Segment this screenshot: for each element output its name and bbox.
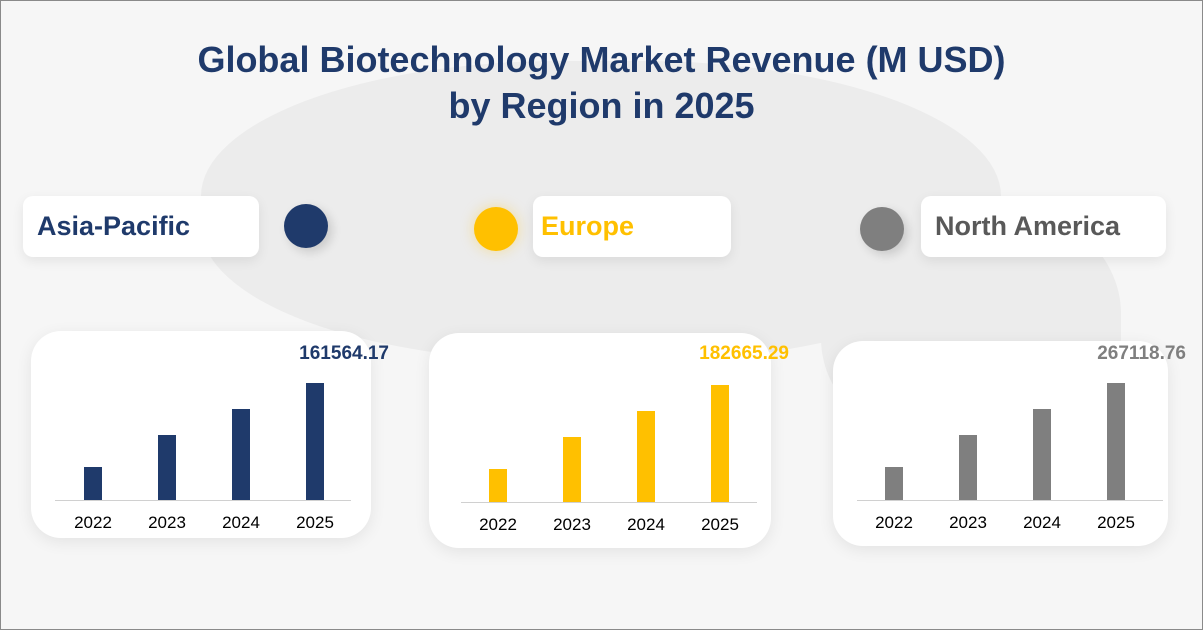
x-axis-line <box>55 500 351 501</box>
legend-dot-north-america <box>860 207 904 251</box>
x-tick-label: 2022 <box>875 513 913 532</box>
title-line-2: by Region in 2025 <box>448 85 755 126</box>
title-line-1: Global Biotechnology Market Revenue (M U… <box>197 39 1006 80</box>
x-tick-label: 2024 <box>627 515 665 534</box>
x-axis-line <box>857 500 1163 501</box>
region-label-asia-pacific: Asia-Pacific <box>23 196 259 257</box>
bar-2022 <box>84 467 102 500</box>
bar-2025 <box>1107 383 1125 500</box>
x-tick-label: 2024 <box>1023 513 1061 532</box>
legend-dot-europe <box>474 207 518 251</box>
data-label: 161564.17 <box>299 343 389 364</box>
x-tick-label: 2023 <box>949 513 987 532</box>
data-label: 267118.76 <box>1097 343 1186 364</box>
bar-2022 <box>489 469 507 502</box>
x-tick-label: 2022 <box>74 513 112 532</box>
bar-2025 <box>306 383 324 500</box>
bar-2023 <box>959 434 977 500</box>
region-label-europe: Europe <box>533 196 731 257</box>
region-label-north-america: North America <box>921 196 1166 257</box>
x-tick-label: 2025 <box>701 515 739 534</box>
bar-2024 <box>232 408 250 500</box>
bar-2023 <box>158 434 176 500</box>
bar-2022 <box>885 467 903 500</box>
x-tick-label: 2025 <box>296 513 334 532</box>
bar-2024 <box>637 410 655 502</box>
panel-asia-pacific: 161564.17 2022 2023 2024 2025 <box>31 331 389 538</box>
x-axis-line <box>461 502 757 503</box>
x-tick-label: 2025 <box>1097 513 1135 532</box>
data-label: 182665.29 <box>699 343 789 364</box>
bar-2023 <box>563 436 581 502</box>
bar-2024 <box>1033 409 1051 500</box>
legend-dot-asia-pacific <box>284 204 328 248</box>
x-tick-label: 2023 <box>553 515 591 534</box>
x-tick-label: 2023 <box>148 513 186 532</box>
panel-europe: 182665.29 2022 2023 2024 2025 <box>429 333 789 548</box>
chart-title: Global Biotechnology Market Revenue (M U… <box>1 37 1202 129</box>
panel-north-america: 267118.76 2022 2023 2024 2025 <box>833 341 1186 546</box>
x-tick-label: 2022 <box>479 515 517 534</box>
x-tick-label: 2024 <box>222 513 260 532</box>
bar-2025 <box>711 385 729 502</box>
